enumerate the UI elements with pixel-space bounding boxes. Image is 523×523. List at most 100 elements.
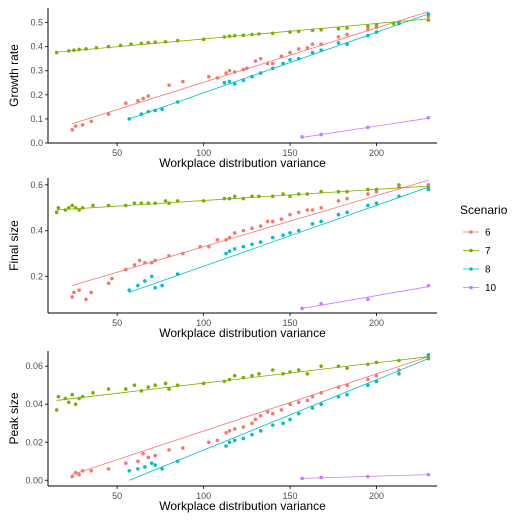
data-point-6 bbox=[250, 421, 254, 426]
data-point-6 bbox=[132, 263, 137, 267]
data-point-8 bbox=[241, 436, 246, 441]
data-point-8 bbox=[336, 212, 341, 217]
data-point-6 bbox=[124, 101, 128, 106]
data-point-8 bbox=[136, 283, 140, 288]
series-8 bbox=[127, 353, 431, 481]
data-point-6 bbox=[270, 219, 275, 224]
data-point-7 bbox=[94, 45, 99, 50]
data-point-7 bbox=[77, 47, 81, 52]
data-point-7 bbox=[296, 368, 301, 372]
data-point-8 bbox=[345, 42, 349, 46]
data-point-7 bbox=[132, 383, 137, 388]
data-point-6 bbox=[345, 383, 349, 388]
data-point-8 bbox=[296, 411, 301, 416]
data-point-6 bbox=[241, 425, 246, 429]
data-point-6 bbox=[146, 94, 151, 98]
data-point-7 bbox=[163, 199, 168, 203]
data-point-7 bbox=[227, 377, 232, 382]
x-tick-label: 150 bbox=[283, 148, 298, 158]
data-point-6 bbox=[258, 224, 263, 228]
data-point-6 bbox=[73, 124, 78, 128]
data-point-6 bbox=[84, 297, 88, 302]
x-tick-label: 150 bbox=[283, 318, 298, 328]
data-point-7 bbox=[132, 201, 137, 205]
data-point-6 bbox=[232, 231, 237, 235]
data-point-6 bbox=[253, 417, 258, 422]
data-point-7 bbox=[167, 201, 171, 205]
series-7 bbox=[54, 183, 431, 215]
x-tick-label: 200 bbox=[369, 318, 384, 328]
data-point-7 bbox=[250, 32, 254, 37]
data-point-6 bbox=[336, 199, 341, 203]
series-6 bbox=[70, 11, 431, 132]
data-point-6 bbox=[89, 119, 94, 124]
fit-line-8 bbox=[129, 13, 429, 120]
data-point-6 bbox=[70, 295, 75, 299]
data-point-6 bbox=[366, 192, 370, 196]
data-point-7 bbox=[232, 194, 237, 199]
data-point-7 bbox=[281, 372, 285, 376]
data-point-7 bbox=[270, 368, 275, 372]
data-point-8 bbox=[250, 74, 254, 79]
data-point-7 bbox=[201, 199, 206, 203]
data-point-6 bbox=[106, 281, 111, 286]
x-axis-title: Workplace distribution variance bbox=[159, 156, 326, 170]
data-point-6 bbox=[80, 468, 85, 473]
data-point-7 bbox=[146, 201, 151, 205]
data-point-7 bbox=[153, 383, 157, 388]
data-point-6 bbox=[265, 61, 270, 66]
data-point-8 bbox=[270, 66, 275, 71]
data-point-6 bbox=[296, 47, 301, 51]
data-point-7 bbox=[91, 203, 95, 208]
data-point-6 bbox=[110, 276, 114, 281]
data-point-6 bbox=[345, 32, 349, 37]
data-point-7 bbox=[241, 33, 246, 38]
y-tick-label: 0.04 bbox=[25, 399, 43, 409]
legend-item-8: 8 bbox=[463, 265, 491, 276]
data-point-6 bbox=[215, 76, 220, 80]
data-point-8 bbox=[426, 187, 431, 192]
y-tick-label: 0.4 bbox=[30, 226, 43, 236]
fit-line-6 bbox=[72, 356, 429, 475]
data-point-6 bbox=[319, 391, 323, 395]
data-point-7 bbox=[288, 30, 292, 34]
data-point-7 bbox=[250, 373, 254, 378]
data-point-8 bbox=[288, 417, 292, 422]
data-point-7 bbox=[118, 43, 123, 48]
data-point-8 bbox=[143, 279, 147, 283]
data-point-8 bbox=[296, 56, 301, 61]
data-point-7 bbox=[175, 199, 180, 203]
data-point-7 bbox=[91, 391, 95, 395]
data-point-7 bbox=[153, 201, 157, 205]
legend-label: 6 bbox=[485, 228, 491, 239]
data-point-8 bbox=[143, 465, 147, 469]
x-tick-label: 150 bbox=[283, 491, 298, 501]
data-point-7 bbox=[163, 381, 168, 386]
data-point-7 bbox=[139, 201, 144, 205]
data-point-7 bbox=[232, 33, 237, 38]
data-point-7 bbox=[288, 370, 292, 374]
data-point-8 bbox=[258, 429, 263, 433]
data-point-6 bbox=[141, 96, 145, 101]
data-point-6 bbox=[319, 42, 323, 46]
series-7 bbox=[54, 18, 431, 55]
data-point-8 bbox=[270, 423, 275, 427]
legend-item-7: 7 bbox=[463, 246, 491, 257]
data-point-6 bbox=[167, 253, 171, 258]
data-point-8 bbox=[397, 21, 401, 26]
data-point-8 bbox=[258, 240, 263, 244]
data-point-10 bbox=[366, 297, 370, 302]
data-point-7 bbox=[397, 183, 401, 187]
data-point-6 bbox=[124, 267, 128, 272]
data-point-6 bbox=[206, 440, 211, 445]
data-point-10 bbox=[300, 306, 304, 311]
data-point-8 bbox=[345, 210, 349, 215]
x-tick-label: 200 bbox=[369, 148, 384, 158]
y-tick-label: 0.02 bbox=[25, 437, 43, 447]
data-point-10 bbox=[300, 476, 304, 481]
data-point-6 bbox=[137, 258, 142, 263]
data-point-10 bbox=[426, 283, 431, 288]
data-point-6 bbox=[258, 56, 263, 61]
y-tick-label: 0.3 bbox=[30, 66, 43, 76]
data-point-7 bbox=[296, 29, 301, 34]
